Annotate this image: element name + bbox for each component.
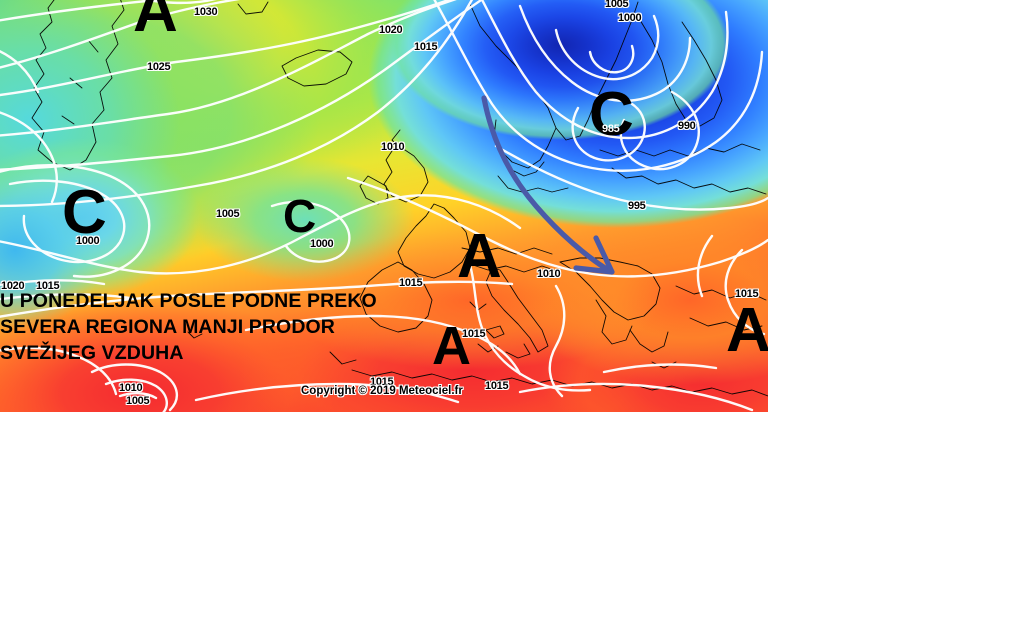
forecast-caption-line-2: SEVERA REGIONA MANJI PRODOR: [0, 316, 335, 338]
map-graphic: [0, 0, 768, 412]
forecast-caption: U PONEDELJAK POSLE PODNE PREKO SEVERA RE…: [0, 288, 377, 366]
forecast-caption-line-3: SVEŽIJEG VZDUHA: [0, 342, 184, 364]
copyright-notice: Copyright © 2019 Meteociel.fr: [301, 385, 463, 397]
forecast-caption-line-1: U PONEDELJAK POSLE PODNE PREKO: [0, 290, 377, 312]
cold-air-intrusion-arrow: [481, 95, 615, 275]
pressure-chart-map: A C C C A A A 1030 1025 1020 1015 1010 1…: [0, 0, 768, 412]
